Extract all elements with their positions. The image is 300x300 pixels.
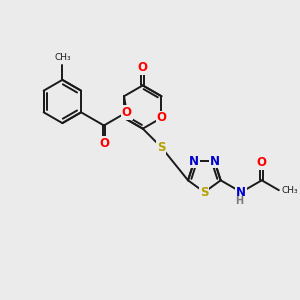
Text: H: H [235,196,243,206]
Text: CH₃: CH₃ [54,53,71,62]
Text: S: S [200,186,208,199]
Text: S: S [157,141,166,154]
Text: O: O [157,111,166,124]
Text: O: O [122,106,132,119]
Text: N: N [209,154,220,168]
Text: O: O [99,137,109,150]
Text: O: O [138,61,148,74]
Text: N: N [189,154,199,168]
Text: N: N [236,186,246,199]
Text: CH₃: CH₃ [282,186,298,195]
Text: O: O [257,156,267,169]
